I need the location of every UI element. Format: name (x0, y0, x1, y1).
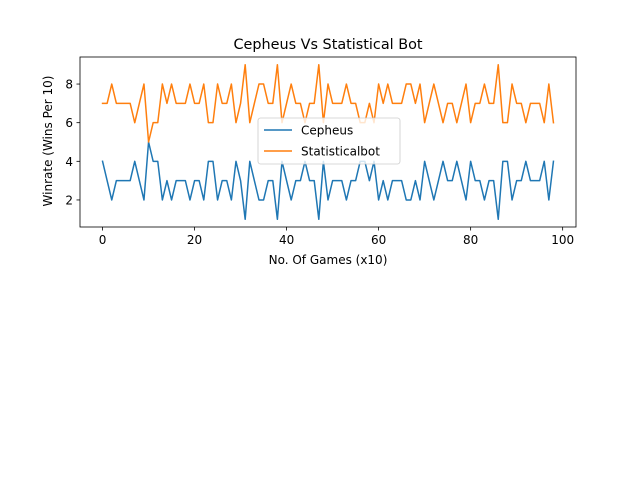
plot-area-frame (79, 56, 577, 228)
legend: Cepheus Statisticalbot (257, 117, 401, 165)
y-tick-label: 8 (65, 78, 73, 92)
legend-box (257, 117, 401, 165)
x-tick-label: 20 (187, 233, 202, 247)
series-line-cepheus (101, 141, 555, 221)
y-tick-label: 2 (65, 193, 73, 207)
series-layer (101, 63, 555, 221)
y-tick-label: 6 (65, 116, 73, 130)
x-tick-label: 40 (279, 233, 294, 247)
x-axis-label: No. Of Games (x10) (269, 253, 388, 267)
x-tick-label: 100 (551, 233, 574, 247)
ticks-layer: 0 20 40 60 80 100 2 4 6 8 (65, 78, 574, 247)
y-tick-label: 4 (65, 155, 73, 169)
legend-label-statisticalbot: Statisticalbot (301, 145, 380, 159)
series-line-statisticalbot (101, 63, 555, 143)
x-tick-label: 0 (99, 233, 107, 247)
chart-title: Cepheus Vs Statistical Bot (233, 37, 422, 53)
y-axis-label: Winrate (Wins Per 10) (41, 76, 55, 207)
x-tick-label: 60 (371, 233, 386, 247)
legend-label-cepheus: Cepheus (301, 124, 353, 138)
x-tick-label: 80 (463, 233, 478, 247)
